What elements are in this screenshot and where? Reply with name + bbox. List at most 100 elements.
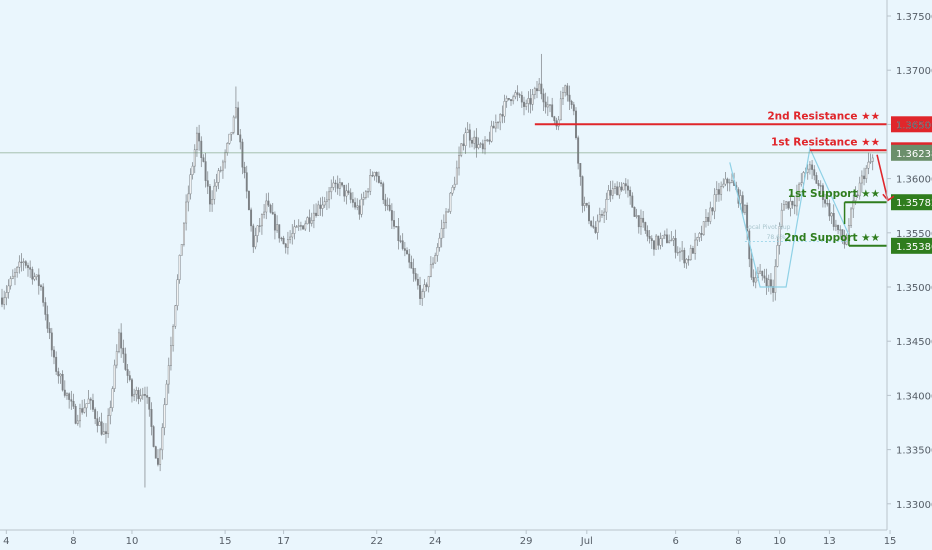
candle-body bbox=[741, 195, 744, 213]
candle-body bbox=[159, 449, 162, 465]
candle-body bbox=[594, 226, 597, 233]
candle-body bbox=[280, 237, 283, 240]
candle-body bbox=[421, 291, 424, 299]
x-tick-label: 8 bbox=[735, 536, 741, 547]
first-resistance-label: 1st Resistance ★★ bbox=[771, 136, 880, 148]
candle-body bbox=[627, 185, 629, 191]
candle-body bbox=[451, 187, 454, 194]
candle-body bbox=[540, 83, 543, 95]
x-tick-label: 8 bbox=[70, 536, 76, 547]
candle-body bbox=[780, 209, 783, 227]
candle-body bbox=[241, 141, 244, 168]
candle-body bbox=[269, 204, 272, 213]
candle-body bbox=[144, 394, 146, 396]
candle-body bbox=[237, 107, 240, 136]
candle-body bbox=[447, 211, 450, 213]
candle-body bbox=[637, 215, 640, 228]
candle-body bbox=[668, 240, 671, 243]
candle-body bbox=[811, 164, 814, 170]
candle-body bbox=[592, 225, 595, 228]
candle-body bbox=[286, 239, 289, 248]
candle-body bbox=[325, 199, 328, 202]
candle-body bbox=[72, 400, 75, 407]
x-tick-label: 6 bbox=[672, 536, 678, 547]
candle-body bbox=[763, 275, 766, 279]
second-support-label: 2nd Support ★★ bbox=[784, 232, 880, 244]
candle-body bbox=[319, 204, 322, 209]
candle-body bbox=[46, 314, 49, 329]
candle-body bbox=[442, 222, 445, 229]
candle-body bbox=[572, 104, 575, 112]
candle-body bbox=[720, 186, 723, 195]
candle-body bbox=[817, 183, 820, 186]
candle-body bbox=[776, 245, 779, 267]
candle-body bbox=[321, 204, 324, 209]
candle-body bbox=[211, 198, 214, 205]
candle-body bbox=[423, 284, 426, 292]
candle-body bbox=[533, 88, 536, 95]
candle-body bbox=[614, 186, 616, 189]
candle-body bbox=[384, 199, 387, 206]
candle-body bbox=[501, 114, 504, 117]
candle-body bbox=[139, 395, 142, 400]
y-tick-label: 1.33500 bbox=[896, 446, 932, 457]
candle-body bbox=[282, 237, 285, 245]
candle-body bbox=[629, 189, 632, 197]
candle-body bbox=[793, 204, 796, 207]
x-tick-label: 13 bbox=[823, 536, 836, 547]
candle-body bbox=[323, 201, 326, 206]
candle-body bbox=[672, 238, 675, 241]
candle-body bbox=[497, 121, 499, 124]
candle-body bbox=[328, 191, 331, 201]
candle-body bbox=[68, 393, 71, 400]
candle-body bbox=[397, 226, 400, 241]
candle-body bbox=[544, 101, 547, 108]
candle-body bbox=[715, 189, 718, 195]
candle-body bbox=[79, 408, 81, 422]
candle-body bbox=[642, 217, 645, 223]
candle-body bbox=[462, 143, 465, 147]
candle-body bbox=[486, 139, 489, 141]
candle-body bbox=[133, 393, 136, 397]
candle-body bbox=[709, 207, 712, 222]
candle-body bbox=[267, 200, 270, 206]
y-tick-label: 1.37000 bbox=[896, 66, 932, 77]
candle-body bbox=[516, 92, 519, 95]
candle-body bbox=[347, 190, 350, 194]
candle-body bbox=[713, 194, 716, 212]
candle-body bbox=[746, 204, 749, 232]
candle-body bbox=[432, 262, 434, 265]
x-tick-label: 4 bbox=[3, 536, 9, 547]
candle-body bbox=[29, 267, 32, 270]
x-tick-label: 10 bbox=[773, 536, 786, 547]
candle-body bbox=[146, 395, 149, 398]
candle-body bbox=[105, 431, 107, 435]
candle-body bbox=[648, 235, 651, 239]
candle-body bbox=[152, 426, 155, 447]
candle-body bbox=[863, 175, 866, 180]
candle-body bbox=[252, 225, 255, 248]
candle-body bbox=[83, 407, 86, 413]
candle-body bbox=[202, 157, 205, 162]
candle-body bbox=[221, 161, 224, 171]
x-tick-label: 29 bbox=[520, 536, 533, 547]
fib-label: Local Pivot Sup bbox=[745, 224, 791, 231]
candle-body bbox=[111, 388, 114, 408]
candle-body bbox=[453, 183, 456, 188]
candle-body bbox=[182, 222, 185, 245]
candle-body bbox=[297, 225, 300, 227]
candle-body bbox=[663, 234, 666, 236]
candle-body bbox=[518, 94, 521, 96]
candle-body bbox=[640, 217, 642, 228]
candle-body bbox=[9, 278, 12, 287]
candle-body bbox=[245, 172, 248, 192]
candle-body bbox=[553, 116, 556, 122]
candle-body bbox=[705, 217, 707, 222]
candle-body bbox=[492, 125, 495, 129]
candle-body bbox=[685, 259, 688, 264]
candle-body bbox=[754, 277, 757, 283]
candle-body bbox=[819, 185, 822, 187]
candle-body bbox=[466, 129, 469, 133]
candle-body bbox=[826, 203, 829, 205]
